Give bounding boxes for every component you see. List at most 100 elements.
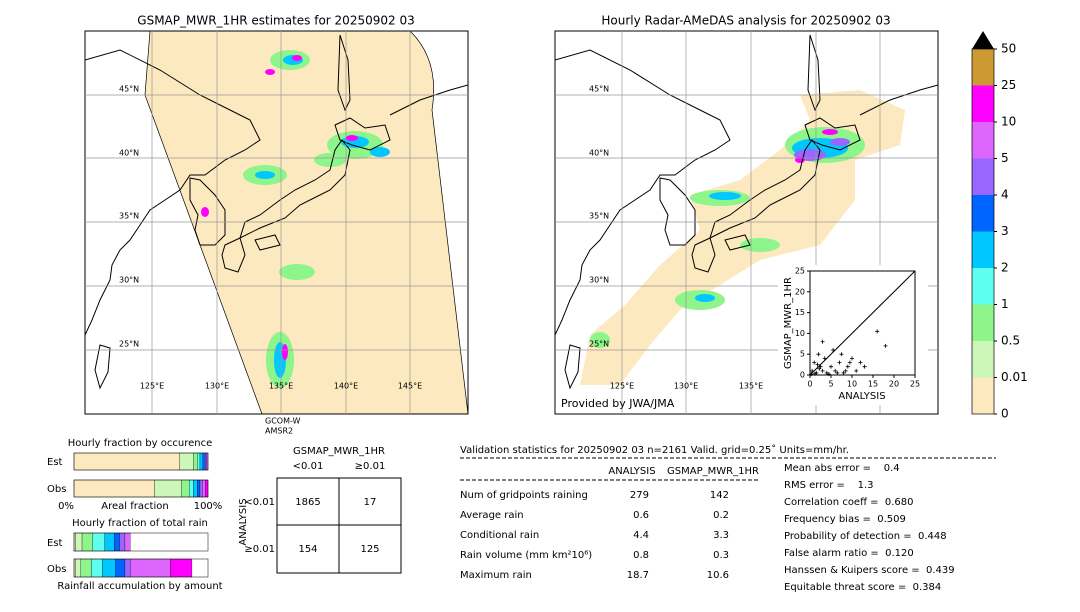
colorbar-segment bbox=[972, 122, 994, 159]
point bbox=[824, 370, 829, 375]
map-title: Hourly Radar-AMeDAS analysis for 2025090… bbox=[601, 14, 890, 28]
lon-label: 135°E bbox=[269, 382, 293, 391]
point bbox=[841, 370, 846, 375]
point bbox=[875, 329, 880, 334]
fraction-segment bbox=[154, 479, 182, 498]
fraction-segment bbox=[73, 452, 181, 471]
row-label: Rain volume (mm km²10⁶) bbox=[460, 550, 592, 561]
colorbar-label: 0.01 bbox=[1001, 370, 1028, 384]
table-cell: 0.6 bbox=[633, 510, 649, 521]
axis-label: 100% bbox=[194, 501, 223, 512]
bar-frame bbox=[73, 479, 209, 498]
axis-label: 0% bbox=[58, 501, 74, 512]
fraction-segment bbox=[193, 479, 198, 498]
credit: Provided by JWA/JMA bbox=[561, 397, 675, 410]
scatter-inset: 0 5 10 15 20 25 0 5 10 15 20 25 bbox=[795, 267, 920, 389]
colorbar-segment bbox=[972, 231, 994, 268]
row-label: Maximum rain bbox=[460, 570, 532, 581]
point bbox=[817, 366, 822, 371]
diagonal bbox=[809, 270, 916, 376]
score: Probability of detection = 0.448 bbox=[784, 531, 947, 542]
point bbox=[812, 360, 817, 365]
colorbar-label: 5 bbox=[1001, 151, 1009, 165]
fraction-segment bbox=[205, 452, 207, 471]
colorbar-label: 0.5 bbox=[1001, 334, 1020, 348]
point bbox=[839, 352, 844, 357]
colorbar-extend bbox=[972, 31, 994, 49]
y-tick-label: 15 bbox=[795, 308, 805, 317]
colorbar-segment bbox=[972, 158, 994, 195]
point bbox=[826, 372, 831, 377]
lon-label: 135°E bbox=[739, 382, 763, 391]
point bbox=[858, 360, 863, 365]
panel-title: Hourly fraction by occurence bbox=[68, 438, 212, 449]
lat-label: 30°N bbox=[589, 276, 609, 285]
colorbar-segment bbox=[972, 268, 994, 305]
point bbox=[850, 356, 854, 361]
lat-label: 40°N bbox=[589, 149, 609, 158]
point bbox=[831, 348, 836, 353]
fraction-segment bbox=[170, 558, 193, 578]
bar-frame bbox=[73, 558, 209, 578]
fraction-segment bbox=[80, 558, 92, 578]
point bbox=[818, 364, 823, 369]
fraction-segment bbox=[124, 558, 131, 578]
point bbox=[809, 372, 814, 377]
fraction-segment bbox=[205, 479, 209, 498]
panel-title: Hourly fraction of total rain bbox=[72, 518, 208, 529]
table-cell: 0.8 bbox=[633, 550, 649, 561]
colorbar-segment bbox=[972, 341, 994, 378]
row-label: Obs bbox=[47, 564, 66, 575]
point bbox=[815, 362, 820, 367]
lon-label: 125°E bbox=[140, 382, 164, 391]
fraction-segment bbox=[101, 558, 116, 578]
table-cell: 0.2 bbox=[713, 510, 729, 521]
column-header: ≥0.01 bbox=[355, 461, 386, 472]
colorbar-segment bbox=[972, 377, 994, 414]
column-header: GSMAP_MWR_1HR bbox=[667, 466, 759, 477]
table-cell: 18.7 bbox=[627, 570, 649, 581]
fraction-segment bbox=[189, 479, 194, 498]
fraction-segment bbox=[75, 558, 81, 578]
fraction-segment bbox=[197, 452, 201, 471]
lat-label: 30°N bbox=[119, 276, 139, 285]
table-title: GSMAP_MWR_1HR bbox=[293, 446, 385, 457]
lat-label: 25°N bbox=[119, 340, 139, 349]
y-tick-label: 10 bbox=[795, 329, 805, 338]
fraction-segment bbox=[114, 532, 120, 552]
table-cell: 10.6 bbox=[707, 570, 729, 581]
row-label: Est bbox=[47, 457, 63, 468]
y-axis-label: GSMAP_MWR_1HR bbox=[783, 277, 794, 369]
fraction-segment bbox=[104, 532, 115, 552]
point bbox=[816, 352, 821, 357]
fraction-segment bbox=[179, 452, 194, 471]
point bbox=[862, 364, 867, 369]
table-cell: 3.3 bbox=[713, 530, 729, 541]
lat-label: 45°N bbox=[589, 85, 609, 94]
y-tick-label: 25 bbox=[795, 267, 805, 276]
row-label: Obs bbox=[47, 484, 66, 495]
point bbox=[810, 368, 815, 373]
colorbar-segment bbox=[972, 195, 994, 232]
table-cell: 17 bbox=[364, 497, 377, 508]
point bbox=[837, 360, 842, 365]
fraction-segment bbox=[115, 558, 126, 578]
column-header: <0.01 bbox=[293, 461, 324, 472]
lat-label: 40°N bbox=[119, 149, 139, 158]
x-tick-label: 5 bbox=[828, 380, 833, 389]
fraction-segment bbox=[202, 452, 206, 471]
fraction-segment bbox=[75, 532, 83, 552]
point bbox=[843, 368, 848, 373]
satellite: GCOM-W bbox=[265, 417, 301, 426]
colorbar-label: 0 bbox=[1001, 407, 1009, 421]
point bbox=[833, 368, 838, 373]
plot-frame bbox=[809, 270, 916, 376]
y-tick-label: 0 bbox=[800, 371, 805, 380]
colorbar: 0 0.01 0.5 1 2 3 4 5 10 25 50 bbox=[971, 31, 1028, 421]
fraction-segment bbox=[130, 558, 171, 578]
score: Equitable threat score = 0.384 bbox=[784, 582, 941, 593]
sensor: AMSR2 bbox=[265, 427, 293, 436]
score: Hanssen & Kuipers score = 0.439 bbox=[784, 565, 955, 576]
colorbar-label: 1 bbox=[1001, 297, 1009, 311]
point bbox=[845, 364, 850, 369]
